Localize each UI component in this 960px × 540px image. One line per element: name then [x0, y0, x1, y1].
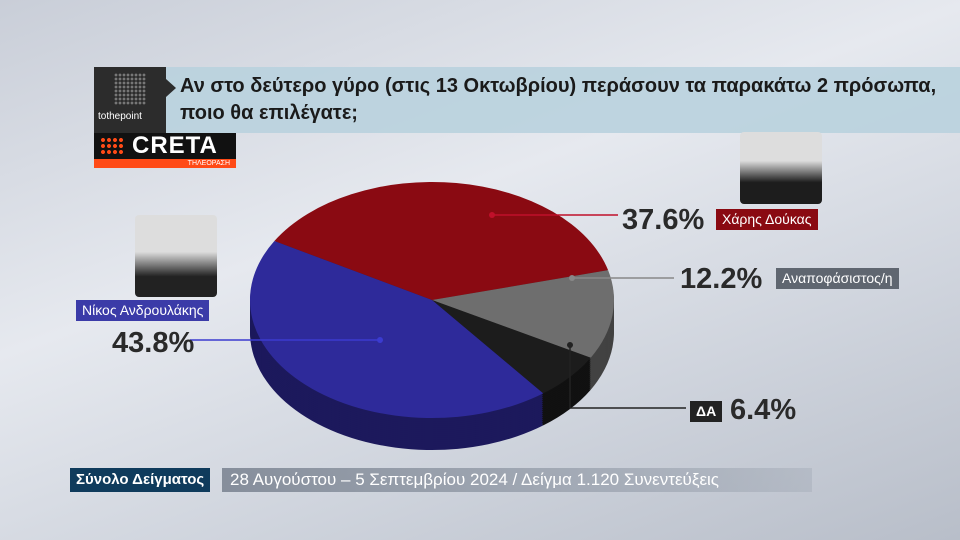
doukas-value: 37.6%	[622, 204, 705, 236]
da-label: ΔΑ	[690, 401, 723, 422]
channel-dots-icon	[100, 137, 124, 155]
androulakis-label: Νίκος Ανδρουλάκης	[76, 300, 210, 321]
doukas-label: Χάρης Δούκας	[716, 209, 818, 230]
channel-name: CRETA	[132, 132, 218, 159]
leader-dot-2	[567, 342, 573, 348]
pie-slice-0	[274, 181, 609, 300]
footer-text: 28 Αυγούστου – 5 Σεπτεμβρίου 2024 / Δείγ…	[222, 468, 812, 492]
undecided-label: Αναποφάσιστος/η	[776, 268, 899, 289]
leader-dot-0	[489, 212, 495, 218]
question-title: Αν στο δεύτερο γύρο (στις 13 Οκτωβρίου) …	[166, 67, 960, 133]
pie-slice-1	[432, 270, 614, 358]
da-value: 6.4%	[730, 394, 797, 426]
channel-sub: ΤΗΛΕΟΡΑΣΗ	[94, 159, 236, 168]
logo-dots-icon	[114, 73, 146, 105]
pie-slice-2	[432, 300, 591, 394]
androulakis-photo	[135, 215, 217, 297]
pollster-name: tothepoint	[98, 111, 142, 122]
pollster-logo: tothepoint	[94, 67, 166, 133]
leader-line-2	[569, 345, 686, 409]
channel-logo: CRETA ΤΗΛΕΟΡΑΣΗ	[94, 133, 236, 168]
androulakis-value: 43.8%	[112, 327, 195, 359]
footer-label: Σύνολο Δείγματος	[70, 468, 211, 492]
doukas-photo	[740, 132, 822, 204]
undecided-value: 12.2%	[680, 263, 763, 295]
leader-dot-1	[569, 275, 575, 281]
leader-dot-3	[377, 337, 383, 343]
pie-slice-3	[250, 241, 544, 418]
